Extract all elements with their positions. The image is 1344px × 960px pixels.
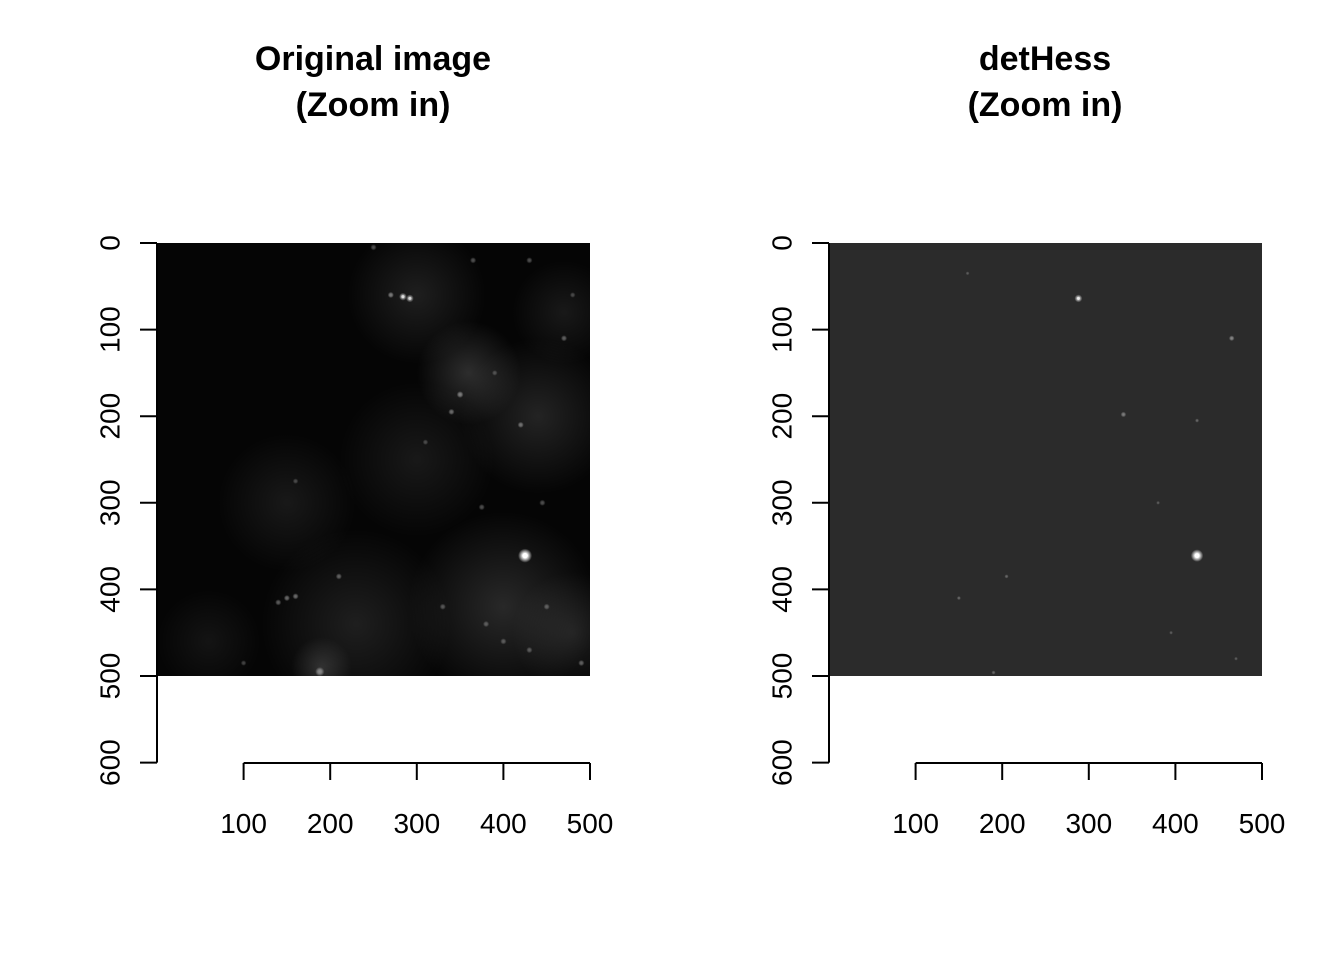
image-spot [965, 271, 970, 276]
x-axis: 100 200 300 400 500 [220, 762, 614, 839]
image-spot [526, 646, 533, 654]
image-spot [539, 499, 546, 506]
x-tick-label: 500 [567, 808, 614, 839]
image-spot [292, 478, 299, 484]
image-spot [1156, 500, 1160, 505]
y-tick-label: 600 [95, 739, 126, 786]
image-spot [1228, 335, 1235, 342]
image-spot [560, 335, 568, 342]
image-spot [456, 391, 464, 398]
y-tick-label: 500 [767, 653, 798, 700]
x-tick-label: 400 [480, 808, 527, 839]
image-spot [469, 257, 477, 264]
image-spot [543, 603, 550, 610]
image-spot [500, 638, 507, 645]
image-spot [283, 594, 291, 602]
x-axis: 100 200 300 400 500 [892, 762, 1286, 839]
y-tick-label: 300 [767, 479, 798, 526]
y-tick-label: 100 [95, 306, 126, 353]
x-tick-label: 100 [220, 808, 267, 839]
image-spot [478, 504, 485, 511]
chart-title-line-2: (Zoom in) [296, 86, 451, 124]
image-spot [315, 666, 325, 676]
image-spot [439, 603, 446, 610]
y-tick-label: 400 [767, 566, 798, 613]
image-spot [991, 670, 996, 675]
y-tick-label: 300 [95, 479, 126, 526]
image-area [157, 243, 590, 676]
image-glow [157, 589, 261, 676]
y-tick-label: 200 [95, 393, 126, 440]
image-glow [260, 528, 452, 676]
chart-title-line-1: Original image [255, 40, 491, 78]
y-tick-label: 0 [767, 235, 798, 251]
image-spot-core [408, 296, 412, 300]
image-spot [1004, 574, 1009, 579]
chart-title-line-2: (Zoom in) [968, 86, 1123, 124]
image-glow [338, 381, 495, 538]
y-tick-label: 500 [95, 653, 126, 700]
image-spot-core [522, 552, 528, 559]
y-tick-label: 400 [95, 566, 126, 613]
image-background [829, 243, 1262, 676]
image-spot [1234, 656, 1238, 661]
image-spot [387, 291, 394, 299]
image-spot [240, 660, 247, 666]
x-tick-label: 100 [892, 808, 939, 839]
y-axis: 0 100 200 300 400 500 600 [767, 235, 830, 786]
image-spot [1169, 630, 1173, 635]
image-area [829, 243, 1262, 676]
y-tick-label: 100 [767, 306, 798, 353]
y-tick-label: 200 [767, 393, 798, 440]
x-tick-label: 200 [307, 808, 354, 839]
y-axis: 0 100 200 300 400 500 600 [95, 235, 158, 786]
image-spot [1120, 411, 1127, 418]
image-spot [482, 620, 490, 628]
image-glow [347, 243, 487, 365]
y-tick-label: 600 [767, 739, 798, 786]
image-spot [956, 596, 961, 601]
x-tick-label: 300 [393, 808, 440, 839]
image-spot [370, 244, 377, 251]
image-spot [275, 599, 282, 606]
panel-original-image: Original image (Zoom in) 0 100 200 300 400 50… [95, 40, 614, 839]
image-spot [569, 292, 576, 298]
image-spot [526, 257, 533, 264]
image-glow [512, 260, 590, 365]
image-spot-core [1076, 296, 1080, 300]
image-spot [517, 421, 524, 428]
x-tick-label: 300 [1065, 808, 1112, 839]
x-tick-label: 500 [1239, 808, 1286, 839]
image-spot-core [1194, 553, 1200, 559]
image-spot [292, 593, 299, 600]
image-spot-core [401, 295, 405, 299]
y-tick-label: 0 [95, 235, 126, 251]
image-spot [448, 408, 455, 415]
image-spot [578, 659, 585, 667]
image-spot [422, 439, 429, 445]
image-spot [335, 573, 342, 580]
x-tick-label: 200 [979, 808, 1026, 839]
image-spot [491, 370, 498, 376]
chart-title-line-1: detHess [979, 40, 1111, 78]
image-glow [291, 637, 352, 676]
image-glow [512, 572, 590, 676]
panel-dethess: detHess (Zoom in) 0 100 200 300 400 500 600 10… [767, 40, 1286, 839]
x-tick-label: 400 [1152, 808, 1199, 839]
image-spot [1195, 418, 1200, 423]
